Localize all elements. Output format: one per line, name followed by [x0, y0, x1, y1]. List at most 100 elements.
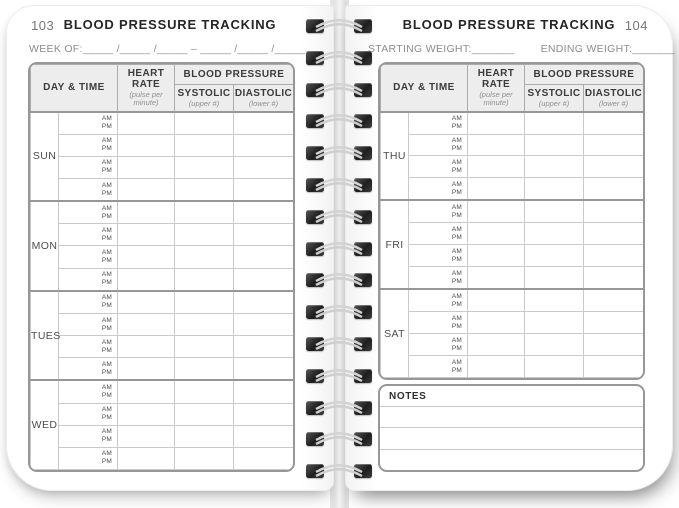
systolic-cell: [524, 266, 584, 290]
day-row: AM PM: [31, 155, 293, 179]
diastolic-cell: [583, 333, 643, 356]
systolic-cell: [174, 177, 234, 202]
am-label: AM: [101, 226, 112, 234]
am-label: AM: [101, 204, 112, 212]
spiral-coil: [302, 48, 376, 68]
coil-wire-icon: [315, 368, 363, 382]
systolic-cell: [524, 177, 584, 201]
am-pm-cell: AM PM: [408, 355, 468, 378]
diastolic-cell: [583, 222, 643, 246]
am-pm-cell: AM PM: [58, 335, 118, 359]
am-label: AM: [101, 428, 112, 436]
systolic-cell: [524, 355, 584, 378]
am-pm-cell: AM PM: [408, 177, 468, 201]
am-label: AM: [451, 158, 462, 166]
systolic-label: SYSTOLIC: [527, 87, 581, 99]
spiral-coil: [302, 207, 376, 227]
right-page-header: BLOOD PRESSURE TRACKING 104: [366, 17, 652, 35]
left-table-body: SUN AM PM AM PM AM PM AM PM MON AM PM AM PM AM PM AM PM TU…: [30, 110, 293, 470]
diastolic-sublabel: (lower #): [248, 98, 279, 108]
am-label: AM: [101, 271, 112, 279]
am-pm-cell: AM PM: [58, 245, 118, 269]
systolic-cell: [174, 402, 234, 426]
day-time-header: DAY & TIME: [380, 64, 468, 113]
pm-label: PM: [101, 436, 112, 444]
systolic-label: SYSTOLIC: [177, 87, 231, 99]
coil-wire-icon: [315, 209, 363, 223]
heart-rate-cell: [117, 289, 175, 314]
am-label: AM: [101, 294, 112, 302]
day-row: AM PM: [31, 424, 293, 448]
day-row: AM PM: [381, 266, 643, 290]
am-label: AM: [451, 269, 462, 277]
day-row: AM PM: [31, 312, 293, 337]
diastolic-cell: [583, 199, 643, 224]
heart-rate-cell: [117, 312, 175, 337]
systolic-cell: [174, 110, 234, 135]
heart-rate-header: HEART RATE (pulse per minute): [467, 64, 525, 113]
day-row: AM PM: [31, 402, 293, 426]
am-label: AM: [451, 136, 462, 144]
left-page-header: 103 BLOOD PRESSURE TRACKING: [27, 17, 313, 35]
ending-weight-label: ENDING WEIGHT:_______: [540, 43, 676, 55]
systolic-cell: [524, 199, 584, 224]
am-label: AM: [101, 406, 112, 414]
diastolic-cell: [233, 357, 293, 381]
weight-line: STARTING WEIGHT:_______ ENDING WEIGHT:___…: [368, 43, 675, 55]
day-row: AM PM: [381, 155, 643, 179]
diastolic-cell: [583, 266, 643, 290]
systolic-sublabel: (upper #): [538, 98, 570, 108]
pm-label: PM: [101, 189, 112, 197]
diastolic-cell: [583, 311, 643, 335]
heart-rate-sublabel: (pulse per minute): [479, 90, 513, 108]
pm-label: PM: [451, 166, 462, 174]
coil-wire-icon: [315, 273, 363, 287]
heart-rate-cell: [117, 357, 175, 381]
heart-rate-cell: [117, 267, 175, 292]
right-table-body: THU AM PM AM PM AM PM AM PM FRI AM PM AM PM AM PM AM PM SA…: [380, 110, 643, 378]
diastolic-cell: [583, 288, 643, 313]
table-header: DAY & TIME HEART RATE (pulse per minute)…: [30, 64, 293, 113]
am-pm-cell: AM PM: [58, 379, 118, 404]
heart-rate-cell: [467, 244, 525, 268]
spiral-coil: [302, 239, 376, 259]
pm-label: PM: [451, 300, 462, 308]
am-label: AM: [451, 314, 462, 322]
day-row: SAT AM PM: [380, 288, 643, 378]
heart-rate-cell: [117, 402, 175, 426]
left-page: 103 BLOOD PRESSURE TRACKING WEEK OF:____…: [6, 5, 334, 491]
spiral-coil: [302, 366, 376, 386]
systolic-cell: [174, 289, 234, 314]
pm-label: PM: [451, 233, 462, 241]
systolic-cell: [174, 424, 234, 448]
heart-rate-cell: [117, 245, 175, 269]
am-pm-cell: AM PM: [58, 200, 118, 225]
systolic-cell: [524, 288, 584, 313]
systolic-cell: [174, 133, 234, 157]
pm-label: PM: [101, 368, 112, 376]
heart-rate-cell: [117, 223, 175, 247]
notes-section: NOTES: [378, 384, 645, 472]
am-label: AM: [451, 203, 462, 211]
am-label: AM: [101, 316, 112, 324]
left-page-title: BLOOD PRESSURE TRACKING: [63, 17, 277, 32]
notes-lines: [380, 406, 643, 470]
right-page-title: BLOOD PRESSURE TRACKING: [402, 17, 616, 32]
am-pm-cell: AM PM: [408, 311, 468, 335]
am-pm-cell: AM PM: [408, 155, 468, 179]
am-pm-cell: AM PM: [408, 266, 468, 290]
pm-label: PM: [101, 234, 112, 242]
heart-rate-cell: [117, 446, 175, 470]
day-row: TUES AM PM: [30, 289, 293, 381]
spiral-coil: [302, 111, 376, 131]
systolic-cell: [524, 311, 584, 335]
coil-wire-icon: [315, 19, 363, 33]
pm-label: PM: [451, 255, 462, 263]
systolic-header: SYSTOLIC (upper #): [174, 84, 234, 113]
am-pm-cell: AM PM: [408, 133, 468, 157]
pm-label: PM: [451, 322, 462, 330]
heart-rate-cell: [467, 333, 525, 356]
diastolic-cell: [233, 155, 293, 179]
heart-rate-cell: [467, 266, 525, 290]
